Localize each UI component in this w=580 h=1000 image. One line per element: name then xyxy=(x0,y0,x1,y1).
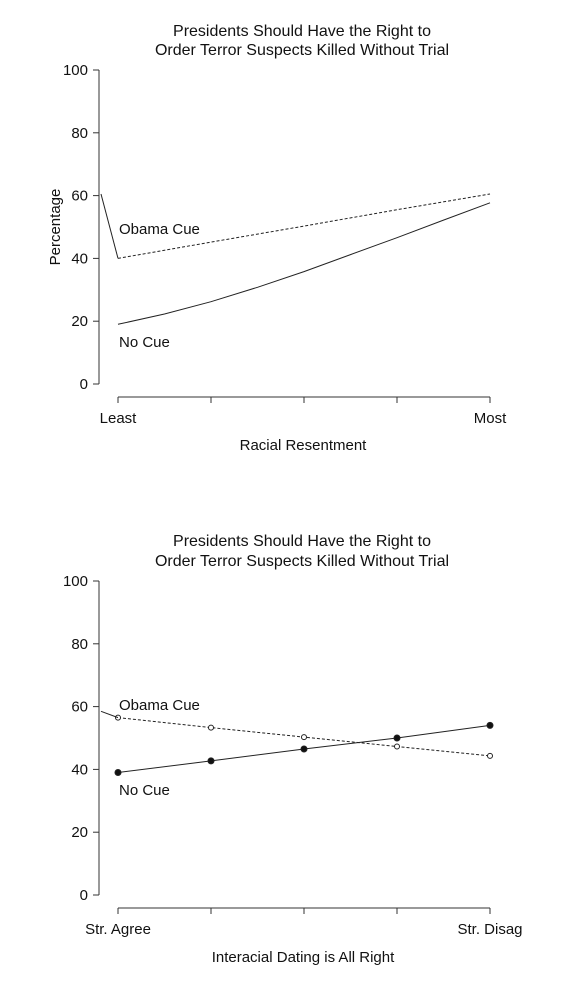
chart-title-line1: Presidents Should Have the Right to xyxy=(173,23,431,40)
y-tick-label: 40 xyxy=(71,250,88,267)
plot-area xyxy=(100,193,491,325)
y-tick-label: 40 xyxy=(71,761,88,778)
series-label-obama-cue: Obama Cue xyxy=(119,697,200,714)
y-axis: 0 20 40 60 80 100 xyxy=(63,573,100,904)
data-point-obama-cue xyxy=(394,743,400,750)
series-leader-line xyxy=(100,193,119,259)
y-tick-label: 80 xyxy=(71,125,88,142)
y-tick-label: 60 xyxy=(71,188,88,205)
data-point-obama-cue xyxy=(301,734,307,741)
y-tick-label: 20 xyxy=(71,824,88,841)
series-line-obama-cue xyxy=(117,193,491,259)
data-point-obama-cue xyxy=(208,724,214,731)
data-point-no-cue xyxy=(486,721,494,729)
chart-panel-interracial-dating: Presidents Should Have the Right to Orde… xyxy=(63,533,523,966)
series-leader-line xyxy=(100,710,119,719)
y-tick-label: 100 xyxy=(63,62,88,79)
series-label-no-cue: No Cue xyxy=(119,334,170,351)
data-point-obama-cue xyxy=(487,752,493,759)
series-line-no-cue xyxy=(117,202,491,325)
x-axis: Str. Agree Str. Disag xyxy=(85,907,523,938)
data-point-no-cue xyxy=(207,757,215,765)
plot-area xyxy=(100,710,494,776)
y-tick-label: 80 xyxy=(71,636,88,653)
x-tick-label: Most xyxy=(474,410,507,427)
data-point-no-cue xyxy=(114,769,122,776)
y-tick-label: 20 xyxy=(71,313,88,330)
chart-title-line2: Order Terror Suspects Killed Without Tri… xyxy=(155,553,449,570)
y-tick-label: 0 xyxy=(80,376,88,393)
x-tick-label: Str. Agree xyxy=(85,921,151,938)
x-axis: Least Most xyxy=(100,396,507,427)
y-tick-label: 100 xyxy=(63,573,88,590)
x-tick-label: Str. Disag xyxy=(457,921,522,938)
y-tick-label: 60 xyxy=(71,699,88,716)
series-label-no-cue: No Cue xyxy=(119,782,170,799)
chart-title-line2: Order Terror Suspects Killed Without Tri… xyxy=(155,42,449,59)
x-axis-title: Interacial Dating is All Right xyxy=(212,949,395,966)
x-axis-title: Racial Resentment xyxy=(240,437,368,454)
y-axis: 0 20 40 60 80 100 xyxy=(63,62,100,393)
y-axis-title: Percentage xyxy=(47,189,64,266)
y-tick-label: 0 xyxy=(80,887,88,904)
chart-title-line1: Presidents Should Have the Right to xyxy=(173,533,431,550)
data-point-no-cue xyxy=(393,734,401,742)
x-tick-label: Least xyxy=(100,410,138,427)
series-label-obama-cue: Obama Cue xyxy=(119,221,200,238)
data-point-no-cue xyxy=(300,745,308,753)
chart-panel-racial-resentment: Presidents Should Have the Right to Orde… xyxy=(47,23,507,454)
